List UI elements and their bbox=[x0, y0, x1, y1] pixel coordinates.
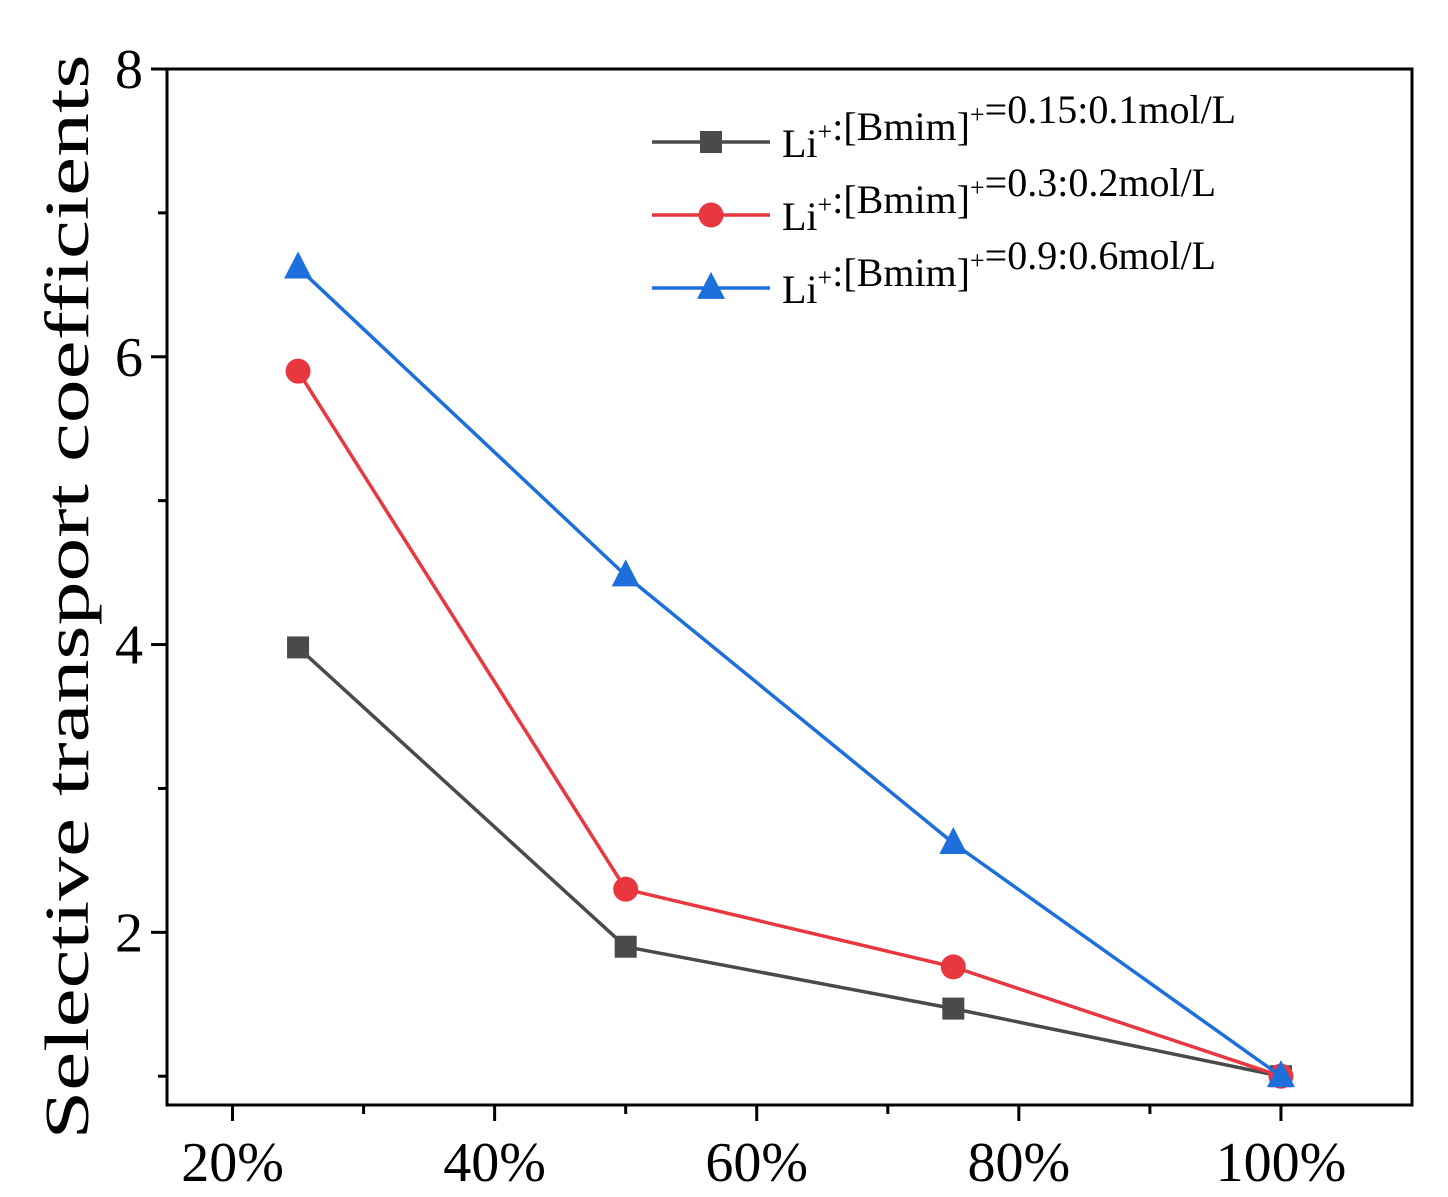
legend-text-part: Li bbox=[782, 267, 818, 312]
data-point bbox=[287, 636, 310, 659]
legend-text-part: Li bbox=[782, 121, 818, 166]
legend-label: Li+:[Bmim]+=0.15:0.1mol/L bbox=[782, 87, 1236, 166]
data-point bbox=[284, 251, 313, 279]
legend-superscript: + bbox=[970, 246, 985, 275]
legend-superscript: + bbox=[818, 117, 833, 146]
data-point bbox=[940, 954, 966, 980]
legend-superscript: + bbox=[970, 100, 985, 129]
y-tick-label: 6 bbox=[115, 327, 143, 389]
legend-superscript: + bbox=[818, 263, 833, 292]
legend-text-part: =0.15:0.1mol/L bbox=[985, 87, 1236, 132]
legend-text-part: =0.3:0.2mol/L bbox=[985, 160, 1216, 205]
legend-superscript: + bbox=[818, 190, 833, 219]
x-tick-label: 60% bbox=[705, 1132, 808, 1194]
data-point bbox=[285, 358, 311, 384]
x-tick-label: 80% bbox=[968, 1132, 1071, 1194]
data-point bbox=[1266, 1060, 1295, 1088]
legend-superscript: + bbox=[970, 173, 985, 202]
legend-label: Li+:[Bmim]+=0.3:0.2mol/L bbox=[782, 160, 1216, 239]
legend-item: Li+:[Bmim]+=0.9:0.6mol/L bbox=[652, 233, 1216, 312]
data-point bbox=[942, 997, 965, 1020]
plot-frame bbox=[165, 67, 1414, 1107]
series-line bbox=[296, 370, 1282, 1078]
legend-marker bbox=[698, 202, 724, 228]
y-tick-label: 4 bbox=[115, 615, 143, 677]
series-circle bbox=[285, 358, 1294, 1089]
axis-layer: 20% 40% 60% 80% 100% 2 4 6 8 bbox=[115, 39, 1346, 1194]
legend-text-part: :[Bmim] bbox=[832, 104, 970, 149]
data-point bbox=[613, 876, 639, 902]
legend-item: Li+:[Bmim]+=0.15:0.1mol/L bbox=[652, 87, 1236, 166]
legend-text-part: Li bbox=[782, 194, 818, 239]
legend-text-part: =0.9:0.6mol/L bbox=[985, 233, 1216, 278]
series-line bbox=[296, 266, 1282, 1078]
y-axis-label: Selective transport coefficients bbox=[34, 55, 102, 1140]
series-triangle bbox=[284, 251, 1295, 1088]
x-tick-label: 20% bbox=[181, 1132, 284, 1194]
y-tick-label: 2 bbox=[115, 902, 143, 964]
legend-marker bbox=[700, 131, 722, 153]
legend-item: Li+:[Bmim]+=0.3:0.2mol/L bbox=[652, 160, 1216, 239]
data-point bbox=[939, 827, 968, 855]
y-tick-label: 8 bbox=[115, 39, 143, 101]
series-layer bbox=[284, 251, 1295, 1089]
x-tick-label: 40% bbox=[443, 1132, 546, 1194]
legend-label: Li+:[Bmim]+=0.9:0.6mol/L bbox=[782, 233, 1216, 312]
legend-text-part: :[Bmim] bbox=[832, 177, 970, 222]
legend-marker bbox=[697, 271, 725, 299]
legend: Li+:[Bmim]+=0.15:0.1mol/LLi+:[Bmim]+=0.3… bbox=[652, 87, 1236, 312]
legend-text-part: :[Bmim] bbox=[832, 250, 970, 295]
data-point bbox=[614, 935, 637, 958]
series-square bbox=[287, 636, 1292, 1088]
series-line bbox=[296, 646, 1282, 1078]
x-tick-label: 100% bbox=[1216, 1132, 1347, 1194]
data-point bbox=[611, 559, 640, 587]
